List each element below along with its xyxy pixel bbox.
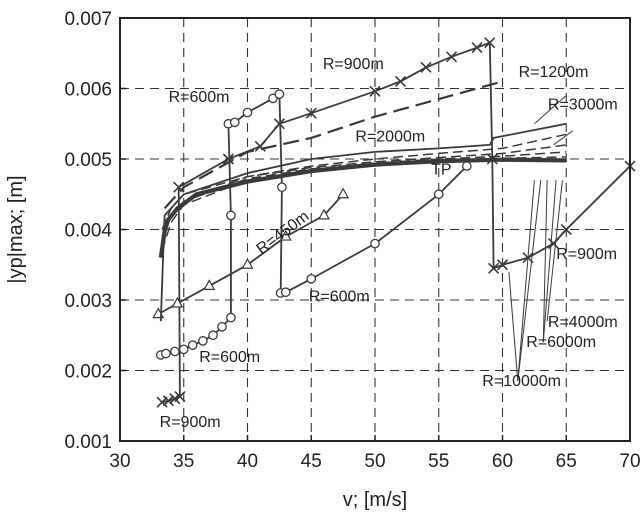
data-point-triangle: [337, 187, 350, 199]
y-tick-label: 0.007: [64, 9, 112, 30]
data-point-x: [162, 395, 175, 407]
data-point-x: [305, 107, 317, 119]
data-point-triangle: [241, 258, 254, 269]
data-point-circle: [226, 312, 236, 323]
y-tick-label: 0.002: [64, 362, 112, 383]
series-tp: [158, 157, 567, 259]
series-r-900m: [156, 37, 636, 408]
data-point-x: [394, 75, 407, 88]
x-tick-label: 30: [109, 451, 130, 472]
x-tick-label: 50: [364, 451, 385, 472]
curve-label-r-600m: R=600m: [169, 89, 230, 106]
leader-lines: [508, 95, 573, 382]
data-point-circle: [198, 336, 208, 346]
data-point-triangle: [203, 279, 216, 290]
data-point-circle: [433, 189, 444, 200]
curve-label-r-900m: R=900m: [160, 414, 221, 431]
data-point-circle: [306, 273, 317, 284]
y-axis-label: |yp|max; [m]: [5, 175, 27, 283]
series-r-450m: [152, 187, 350, 319]
tick-labels: 30 35 40 45 50 55 60 65 70 0.001 0.002 0.003 0.004 0.…: [64, 9, 640, 472]
leader-line: [553, 130, 573, 146]
series-r-3000m: [161, 133, 567, 230]
curve-label-r-900m: R=900m: [323, 56, 384, 73]
data-point-circle: [280, 287, 291, 298]
data-point-circle: [274, 89, 285, 99]
y-tick-label: 0.006: [64, 80, 112, 101]
series-r-2000m: [159, 122, 567, 322]
data-point-circle: [169, 346, 180, 357]
data-point-x: [471, 42, 483, 54]
curve-label-r-1200m: R=1200m: [519, 64, 589, 81]
data-point-circle: [277, 182, 287, 193]
series-r-1200m: [163, 80, 503, 210]
data-point-x: [496, 259, 509, 271]
data-point-x: [420, 61, 432, 73]
curve-label-r-3000m: R=3000m: [548, 97, 618, 114]
series-line: [159, 122, 567, 322]
data-point-circle: [229, 117, 240, 128]
leader-line: [546, 180, 563, 322]
series-r-4000m: [161, 144, 567, 237]
curve-label-r-10000m: R=10000m: [482, 373, 561, 390]
data-point-x: [369, 85, 381, 97]
series-line: [161, 133, 567, 230]
y-tick-label: 0.003: [64, 291, 112, 312]
data-point-circle: [217, 321, 227, 332]
x-tick-label: 55: [428, 451, 449, 472]
data-point-circle: [178, 344, 189, 355]
data-point-x: [484, 37, 496, 49]
data-point-x: [174, 391, 186, 403]
data-point-circle: [461, 161, 472, 171]
series-line: [158, 157, 567, 259]
leader-line: [517, 180, 535, 382]
x-tick-label: 70: [619, 451, 640, 472]
leader-line: [534, 95, 567, 125]
x-tick-label: 65: [556, 451, 577, 472]
data-point-circle: [242, 107, 253, 118]
tick-marks: [119, 17, 631, 442]
data-point-triangle: [171, 296, 184, 308]
curve-label-r-600m: R=600m: [199, 349, 260, 366]
x-tick-label: 45: [301, 451, 322, 472]
curve-label-tp: TP: [431, 162, 451, 179]
data-point-triangle: [317, 208, 331, 220]
curve-label-r-2000m: R=2000m: [355, 128, 425, 145]
data-point-x: [222, 153, 234, 165]
data-point-triangle: [279, 229, 292, 241]
y-tick-label: 0.001: [64, 432, 112, 453]
data-point-circle: [187, 340, 198, 350]
curve-label-r-600m: R=600m: [309, 288, 370, 305]
series-line: [161, 144, 567, 237]
data-point-circle: [161, 348, 171, 359]
data-point-circle: [226, 210, 236, 221]
x-tick-label: 60: [492, 451, 513, 472]
series-layer: [152, 37, 636, 408]
data-point-x: [445, 51, 458, 63]
leader-line: [508, 271, 519, 382]
data-point-circle: [208, 330, 218, 341]
leader-line: [542, 180, 548, 343]
x-tick-label: 40: [237, 451, 258, 472]
series-line: [161, 41, 631, 404]
y-tick-label: 0.005: [64, 150, 112, 171]
x-axis-label: v; [m/s]: [343, 489, 407, 511]
leader-line: [542, 180, 557, 343]
data-point-x: [254, 140, 266, 152]
x-tick-label: 35: [173, 451, 194, 472]
curve-label-r-900m: R=900m: [556, 246, 617, 263]
leader-line: [517, 180, 542, 382]
curve-label-r-6000m: R=6000m: [526, 334, 596, 351]
series-r-600m: [155, 89, 472, 360]
data-point-x: [547, 238, 560, 250]
series-line: [163, 80, 503, 210]
data-point-x: [560, 223, 572, 236]
data-point-x: [488, 262, 500, 274]
y-tick-label: 0.004: [64, 221, 112, 242]
data-point-circle: [370, 238, 380, 249]
curve-label-r-4000m: R=4000m: [548, 314, 618, 331]
